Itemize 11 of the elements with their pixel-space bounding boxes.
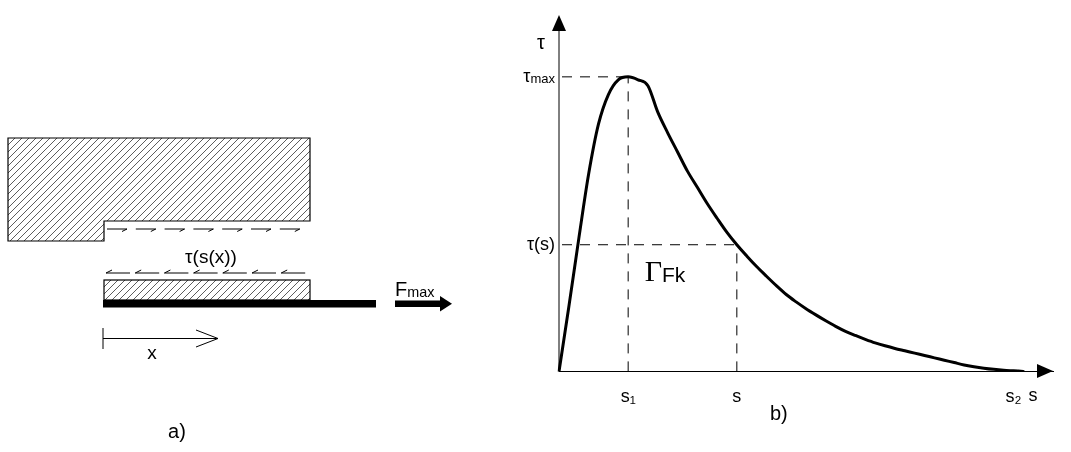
text: x [147,341,157,363]
x-tick-label: s₁ [620,386,636,407]
annotation: ΓFk [644,254,686,288]
y-axis-title: τ [537,31,546,53]
x-tick-label: s₂ [1005,386,1022,407]
text: b) [769,402,788,425]
text: τ(s(x)) [185,245,237,267]
ref-line-label: τ(s) [526,234,556,255]
x-tick-label: s [732,386,742,407]
text: a) [168,420,186,442]
ref-line-label: τmax [523,66,556,87]
